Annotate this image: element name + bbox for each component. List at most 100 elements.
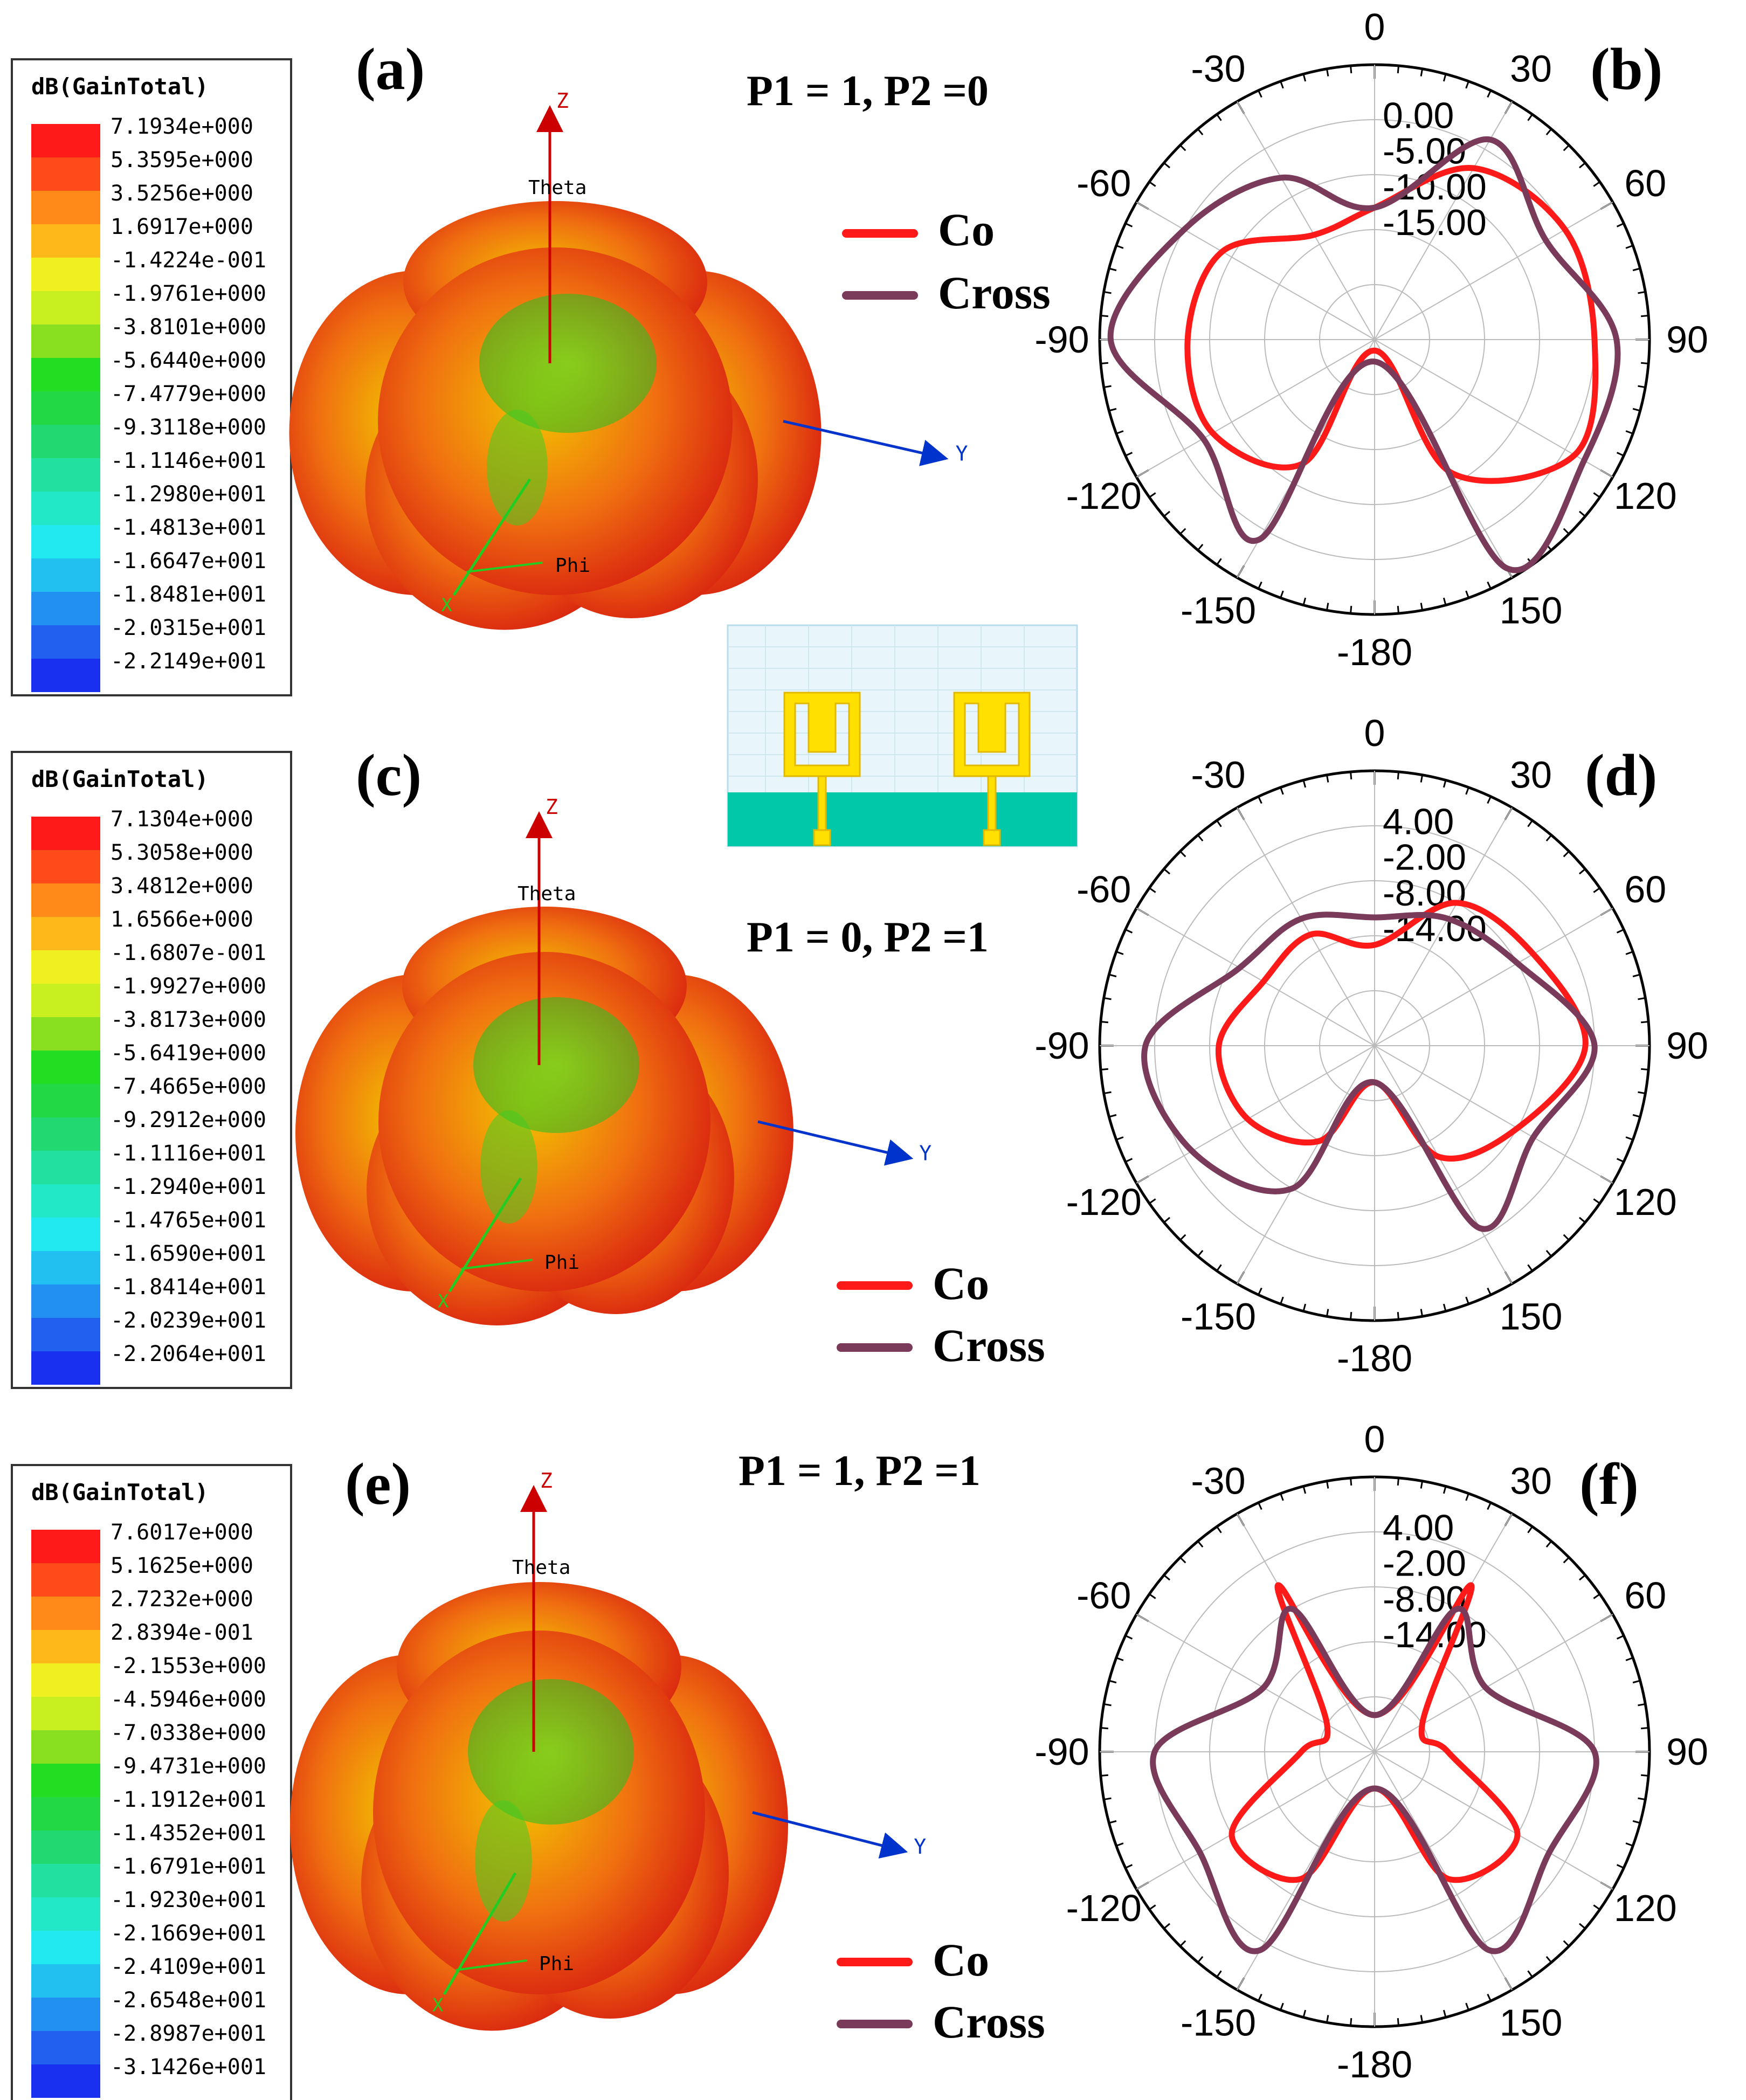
angle-label: 150 [1500,2001,1563,2043]
polar-tick [1149,1198,1156,1204]
y-axis [757,1120,914,1166]
polar-tick [1326,1481,1329,1489]
legend-swatch [31,2031,100,2064]
z-axis-label: Z [556,89,569,113]
polar-tick [1280,1493,1284,1501]
legend-level: 5.3058e+000 [111,840,253,865]
legend-swatch [31,1730,100,1764]
polar-tick [1638,1797,1646,1801]
legend-swatch [31,191,100,224]
polar-spoke [1136,1751,1375,1890]
polar-tick [1163,868,1171,875]
polar-tick [1632,267,1641,272]
low-gain-region [475,1800,532,1922]
polar-tick [1527,1526,1533,1533]
polar-tick [1197,1541,1204,1548]
polar-tick [1443,1486,1447,1494]
angle-label: 30 [1510,754,1552,796]
legend-level: -1.6590e+001 [111,1241,266,1266]
polar-tick [1108,1680,1117,1684]
y-axis [752,1811,908,1859]
polar-tick [1326,1309,1329,1317]
polar-tick [1420,68,1424,77]
polar-tick [1116,951,1124,955]
polar-tick [1103,997,1112,1000]
polar-tick [1280,81,1284,89]
low-gain-region [480,1110,537,1224]
polar-tick [1197,1249,1204,1257]
polar-tick [1216,820,1222,827]
polar-tick [1179,851,1186,858]
antenna-layout-inset [727,624,1078,847]
legend-swatch [31,1964,100,1998]
angle-label: -150 [1181,1295,1256,1337]
legend-level: -1.2980e+001 [111,482,266,507]
legend-level: -1.6647e+001 [111,549,266,574]
polar-spoke [1374,1045,1513,1284]
polar-tick [1563,1234,1570,1241]
radial-label: -15.00 [1383,202,1487,243]
polar-tick [1258,1502,1262,1510]
radial-label: 4.00 [1383,1507,1454,1548]
legend-swatch [31,1318,100,1351]
polar-tick [1197,128,1204,136]
polar-spoke [1136,1045,1375,1184]
legend-swatch [31,1897,100,1931]
polar-tick [1527,1970,1533,1978]
legend-level: -1.2940e+001 [111,1175,266,1199]
polar-tick [1258,1287,1262,1295]
polar-tick [1443,597,1447,606]
legend-swatch [31,1017,100,1051]
legend-swatch [31,1351,100,1385]
legend-level: 1.6917e+000 [111,215,253,239]
polar-tick [1125,1635,1133,1640]
polar-tick [1640,1774,1649,1777]
polar-tick [1258,796,1262,804]
polar-tick [1302,2009,1307,2018]
legend-level: -1.6791e+001 [111,1854,266,1879]
angle-label: -120 [1066,1181,1142,1223]
low-gain-region [473,997,639,1133]
polar-tick [1420,1309,1424,1317]
legend-level: -2.2064e+001 [111,1342,266,1366]
polar-tick [1616,1635,1624,1640]
legend-block-2: Co Cross [837,1258,1045,1371]
angle-label: -60 [1076,1574,1131,1617]
angle-label: -180 [1337,631,1412,673]
polar-tick [1179,1557,1186,1564]
polar-tick [1216,1970,1222,1978]
legend-swatch [31,850,100,883]
legend-swatch [31,1864,100,1897]
polar-tick [1197,543,1204,551]
polar-tick [1103,1703,1112,1707]
legend-level: -1.9927e+000 [111,974,266,999]
legend-level: -1.4352e+001 [111,1821,266,1846]
polar-tick [1616,223,1624,227]
polar-tick [1420,1481,1424,1489]
polar-tick [1487,581,1492,589]
polar-tick [1640,1727,1649,1730]
legend-swatch [31,1218,100,1251]
legend-level: -1.8414e+001 [111,1275,266,1300]
polar-tick [1578,1923,1586,1929]
polar-tick [1100,1774,1109,1777]
legend-level: -1.1912e+001 [111,1787,266,1812]
polar-tick [1280,1296,1284,1304]
polar-tick [1443,1303,1447,1312]
angle-label: 150 [1500,589,1563,631]
polar-tick [1465,2002,1469,2011]
legend-swatch [31,1697,100,1730]
legend-level: 7.1934e+000 [111,114,253,139]
legend-swatch [31,258,100,291]
ground-plane [728,792,1077,846]
legend-swatch [31,1151,100,1184]
polar-tick [1465,81,1469,89]
polar-tick [1465,1493,1469,1501]
z-axis-label: Z [546,795,558,819]
panel-label-a: (a) [356,36,425,102]
polar-tick [1632,407,1641,412]
polar-tick [1103,291,1112,294]
polar-tick [1100,1727,1109,1730]
polar-tick [1625,1842,1633,1847]
legend-level: -1.6807e-001 [111,941,266,965]
